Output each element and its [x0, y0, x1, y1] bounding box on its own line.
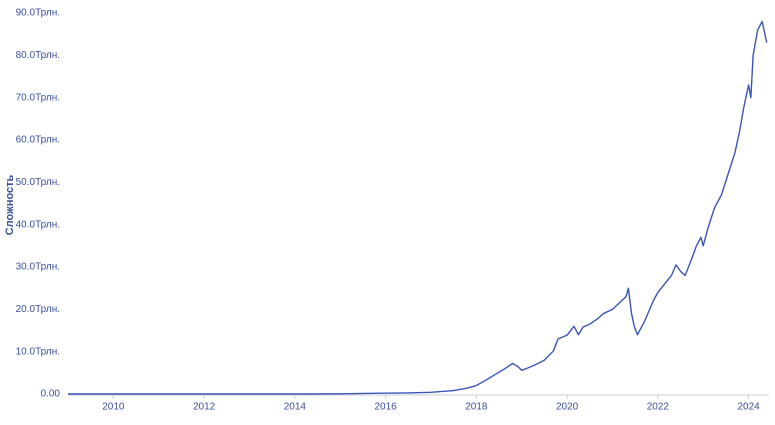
x-tick-label: 2014	[284, 402, 307, 413]
y-tick-label: 70.0Трлн.	[16, 92, 60, 103]
y-axis-label: Сложность	[4, 174, 16, 235]
y-tick-label: 50.0Трлн.	[16, 177, 60, 188]
x-tick-label: 2016	[374, 402, 397, 413]
y-tick-label: 60.0Трлн.	[16, 135, 60, 146]
x-tick-label: 2022	[647, 402, 670, 413]
data-line	[68, 20, 768, 395]
y-tick-label: 90.0Трлн.	[16, 8, 60, 19]
y-tick-label: 80.0Трлн.	[16, 50, 60, 61]
y-tick-label: 10.0Трлн.	[16, 346, 60, 357]
x-tick-label: 2012	[193, 402, 216, 413]
y-tick-label: 20.0Трлн.	[16, 304, 60, 315]
x-tick-label: 2018	[465, 402, 488, 413]
y-tick-label: 0.00	[41, 389, 61, 400]
x-tick-label: 2024	[737, 402, 760, 413]
x-tick-label: 2010	[102, 402, 125, 413]
x-tick-label: 2020	[556, 402, 579, 413]
y-tick-label: 40.0Трлн.	[16, 219, 60, 230]
y-tick-label: 30.0Трлн.	[16, 262, 60, 273]
